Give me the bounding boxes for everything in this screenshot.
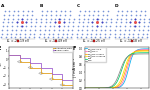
Line: PdO: PdO	[84, 54, 148, 88]
PdO	[130, 54, 132, 55]
Text: D: D	[115, 4, 118, 8]
Pd@NC-0.00005	[84, 88, 85, 89]
PdO	[104, 87, 106, 88]
Pd@NC-0.00005	[91, 88, 93, 89]
Pd@NC-0.00005	[104, 88, 106, 89]
PdO	[84, 88, 85, 89]
Pd2	[124, 61, 126, 62]
Pd@NC-0.0005	[109, 88, 111, 89]
Pd@NC-1	[104, 88, 106, 89]
Pd2	[104, 87, 106, 89]
Pd@NC-0.0005	[148, 50, 149, 51]
Pd@NC-10-3	[148, 48, 149, 49]
Y-axis label: j / mA cm⁻²: j / mA cm⁻²	[73, 58, 77, 77]
Text: E: E	[0, 46, 1, 51]
Pd@NC-0.0005	[130, 55, 132, 56]
Pd@NC-1	[130, 56, 132, 57]
Polygon shape	[39, 72, 43, 75]
Pd@NC-0.0005	[104, 88, 106, 89]
Pd@NC-0.00005	[124, 68, 126, 69]
Pd@NC-1	[109, 88, 111, 89]
Text: A: A	[2, 4, 5, 8]
Pd@NC-1	[91, 88, 93, 89]
Pd@NC-10-3	[130, 60, 132, 61]
Pd@NC-0.00005	[130, 54, 132, 55]
Pd@NC-0.00005	[130, 54, 132, 55]
Pd@NC-10-3	[109, 88, 111, 89]
Pd@NC-10-3	[91, 88, 93, 89]
Pd2	[109, 87, 111, 88]
Pd@NC-1	[124, 77, 126, 78]
Text: $\it{E}$$_b$ = -18.49 eV: $\it{E}$$_b$ = -18.49 eV	[44, 37, 68, 45]
Pd2	[130, 54, 132, 55]
PdO	[91, 88, 93, 89]
Pd@NC-0.0005	[130, 55, 132, 56]
Text: $\it{E}$$_b$ = -18.25 eV: $\it{E}$$_b$ = -18.25 eV	[82, 37, 106, 45]
Pd2	[148, 52, 149, 53]
Pd@NC-0.0005	[84, 88, 85, 89]
Legend: Pd@NC-10-3, Pd@NC-1, Pd@NC-0.0005, Pd@NC-0.00005, Pd2, PdO: Pd@NC-10-3, Pd@NC-1, Pd@NC-0.0005, Pd@NC…	[85, 47, 106, 62]
Pd@NC-0.00005	[109, 87, 111, 88]
Pd@NC-0.0005	[124, 72, 126, 73]
Polygon shape	[17, 60, 22, 63]
Text: B: B	[39, 4, 43, 8]
PdO	[148, 53, 149, 54]
Pd2	[84, 88, 85, 89]
Pd@NC-10-3	[130, 59, 132, 60]
Pd2	[130, 54, 132, 55]
Y-axis label: Free Energy (eV): Free Energy (eV)	[0, 53, 2, 82]
Line: Pd@NC-0.0005: Pd@NC-0.0005	[84, 50, 148, 88]
Pd@NC-10-3	[84, 88, 85, 89]
Pd@NC-0.00005	[148, 51, 149, 52]
Text: F: F	[73, 46, 76, 51]
Line: Pd2: Pd2	[84, 53, 148, 88]
Line: Pd@NC-1: Pd@NC-1	[84, 50, 148, 88]
Text: $\it{E}$$_b$ = -21.19 eV: $\it{E}$$_b$ = -21.19 eV	[6, 37, 31, 45]
Polygon shape	[60, 84, 65, 86]
Line: Pd@NC-10-3: Pd@NC-10-3	[84, 49, 148, 88]
Pd@NC-0.0005	[91, 88, 93, 89]
PdO	[109, 86, 111, 87]
Pd@NC-10-3	[104, 88, 106, 89]
PdO	[124, 59, 126, 61]
Text: $\it{E}$$_b$ = -17.18 eV: $\it{E}$$_b$ = -17.18 eV	[119, 37, 144, 45]
Pd@NC-1	[84, 88, 85, 89]
Legend: Activation Path, Energy Path: Activation Path, Energy Path	[52, 47, 73, 52]
Line: Pd@NC-0.00005: Pd@NC-0.00005	[84, 51, 148, 88]
Pd@NC-1	[130, 57, 132, 58]
Text: C: C	[77, 4, 80, 8]
Polygon shape	[49, 78, 54, 80]
Pd@NC-1	[148, 49, 149, 50]
Pd2	[91, 88, 93, 89]
Pd@NC-10-3	[124, 81, 126, 82]
PdO	[130, 54, 132, 56]
Polygon shape	[28, 66, 33, 69]
